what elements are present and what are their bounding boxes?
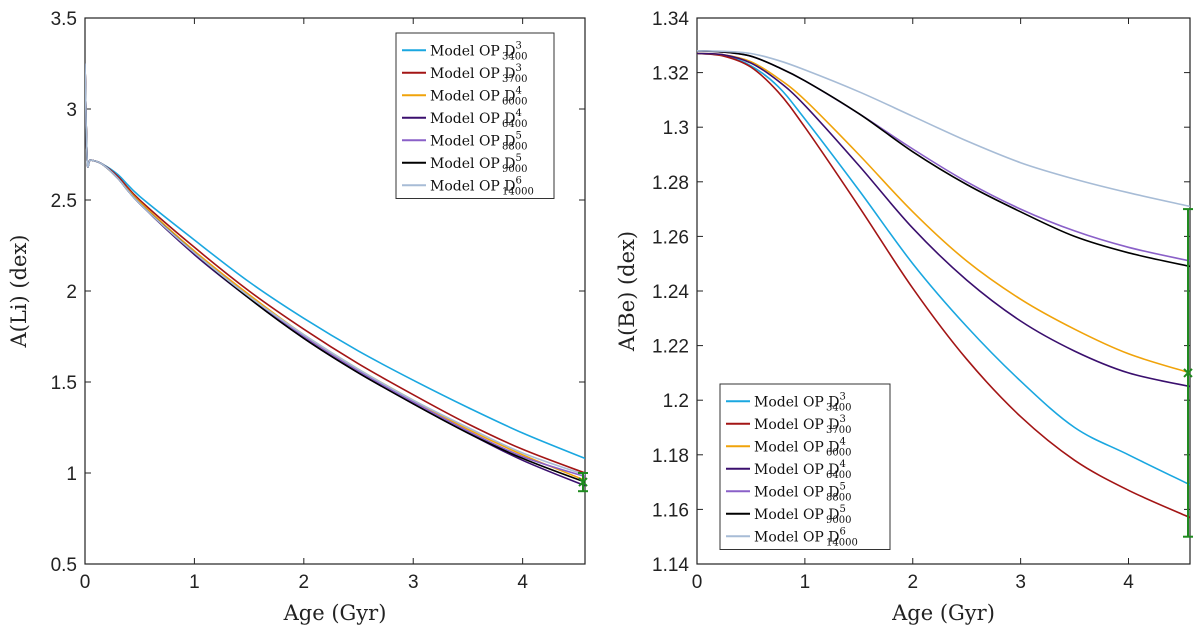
series-line-9000 xyxy=(697,50,1190,268)
y-tick-label: 1.18 xyxy=(652,446,689,467)
legend-item: Model OP D5 8800 xyxy=(402,130,527,152)
x-tick-label: 0 xyxy=(80,572,91,593)
y-tick-label: 1.32 xyxy=(652,64,689,85)
y-tick-label: 1.24 xyxy=(652,282,689,303)
y-tick-label: 1.2 xyxy=(663,391,689,412)
legend-label: Model OP D3 3700 xyxy=(430,63,527,85)
legend-item: Model OP D6 14000 xyxy=(402,175,534,197)
y-tick-label: 2 xyxy=(66,282,77,303)
legend-label: Model OP D4 6400 xyxy=(754,459,851,481)
legend-label: Model OP D4 6000 xyxy=(430,85,527,107)
y-tick-label: 1.16 xyxy=(652,500,689,521)
x-tick-label: 2 xyxy=(299,572,310,593)
legend-item: Model OP D6 14000 xyxy=(726,526,858,548)
x-tick-label: 1 xyxy=(189,572,200,593)
observation-marker xyxy=(1183,368,1193,378)
x-tick-label: 4 xyxy=(517,572,528,593)
legend-label: Model OP D5 9000 xyxy=(430,153,527,175)
y-axis-label: A(Li) (dex) xyxy=(7,235,31,349)
legend-label: Model OP D3 3400 xyxy=(430,40,527,62)
legend-item: Model OP D3 3700 xyxy=(726,414,851,436)
x-tick-label: 4 xyxy=(1123,572,1134,593)
y-tick-label: 1 xyxy=(66,464,77,485)
series-group xyxy=(697,50,1190,519)
legend-label: Model OP D6 14000 xyxy=(754,526,858,548)
panel-2: 1.14 1.16 1.18 1.2 1.22 1.24 1.26 1.28 1.3 1.32 1.… xyxy=(615,9,1193,625)
legend-item: Model OP D3 3400 xyxy=(402,40,527,62)
x-axis-label: Age (Gyr) xyxy=(891,601,995,625)
observation-marker xyxy=(578,477,588,487)
x-tick-label: 1 xyxy=(800,572,811,593)
y-tick-label: 1.34 xyxy=(652,9,689,30)
legend-box xyxy=(719,383,891,550)
legend-item: Model OP D5 9000 xyxy=(726,504,851,526)
legend-label: Model OP D3 3400 xyxy=(754,391,851,413)
observation-errorbar xyxy=(578,472,588,493)
y-tick-label: 1.28 xyxy=(652,173,689,194)
y-tick-label: 1.26 xyxy=(652,227,689,248)
legend-label: Model OP D3 3700 xyxy=(754,414,851,436)
legend-item: Model OP D4 6400 xyxy=(726,459,851,481)
y-tick-label: 1.3 xyxy=(663,118,689,139)
y-tick-label: 2.5 xyxy=(51,191,77,212)
legend-label: Model OP D5 8800 xyxy=(754,481,851,503)
legend-item: Model OP D5 8800 xyxy=(726,481,851,503)
series-line-6400 xyxy=(697,52,1190,388)
legend-label: Model OP D4 6400 xyxy=(430,108,527,130)
series-line-3700 xyxy=(697,52,1190,519)
legend-item: Model OP D4 6000 xyxy=(726,436,851,458)
observation-errorbar xyxy=(1183,208,1193,538)
legend-box xyxy=(395,32,555,199)
y-tick-label: 3.5 xyxy=(51,9,77,30)
legend-label: Model OP D6 14000 xyxy=(430,175,534,197)
y-tick-label: 1.22 xyxy=(652,337,689,358)
legend-item: Model OP D3 3700 xyxy=(402,63,527,85)
series-group xyxy=(85,63,585,487)
x-tick-label: 3 xyxy=(1015,572,1026,593)
y-tick-label: 1.5 xyxy=(51,373,77,394)
x-tick-label: 2 xyxy=(907,572,918,593)
legend-label: Model OP D4 6000 xyxy=(754,436,851,458)
legend-item: Model OP D5 9000 xyxy=(402,153,527,175)
legend-item: Model OP D4 6400 xyxy=(402,108,527,130)
x-tick-label: 0 xyxy=(692,572,703,593)
y-tick-label: 1.14 xyxy=(652,555,689,576)
panel-1: 0.5 1 1.5 2 2.5 3 3.5 0 1 2 3 4 Age (Gyr) A(Li) (dex)… xyxy=(7,9,588,625)
x-tick-label: 3 xyxy=(408,572,419,593)
y-tick-label: 3 xyxy=(66,100,77,121)
series-line-14000 xyxy=(697,50,1190,208)
legend-item: Model OP D3 3400 xyxy=(726,391,851,413)
legend-label: Model OP D5 8800 xyxy=(430,130,527,152)
legend-item: Model OP D4 6000 xyxy=(402,85,527,107)
x-axis-label: Age (Gyr) xyxy=(283,601,387,625)
y-tick-label: 0.5 xyxy=(51,555,77,576)
series-line-3400 xyxy=(697,52,1190,486)
legend-label: Model OP D5 9000 xyxy=(754,504,851,526)
series-line-6000 xyxy=(697,52,1190,374)
y-axis-label: A(Be) (dex) xyxy=(615,231,639,352)
series-line-14000 xyxy=(85,63,585,476)
